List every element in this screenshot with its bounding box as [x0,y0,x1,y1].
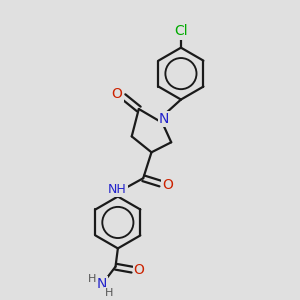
Text: O: O [162,178,173,192]
Text: Cl: Cl [174,25,188,38]
Text: N: N [97,278,107,291]
Text: O: O [112,87,122,100]
Text: H: H [105,288,113,298]
Text: N: N [159,112,169,126]
Text: NH: NH [108,183,127,196]
Text: O: O [134,263,145,277]
Text: H: H [88,274,96,284]
